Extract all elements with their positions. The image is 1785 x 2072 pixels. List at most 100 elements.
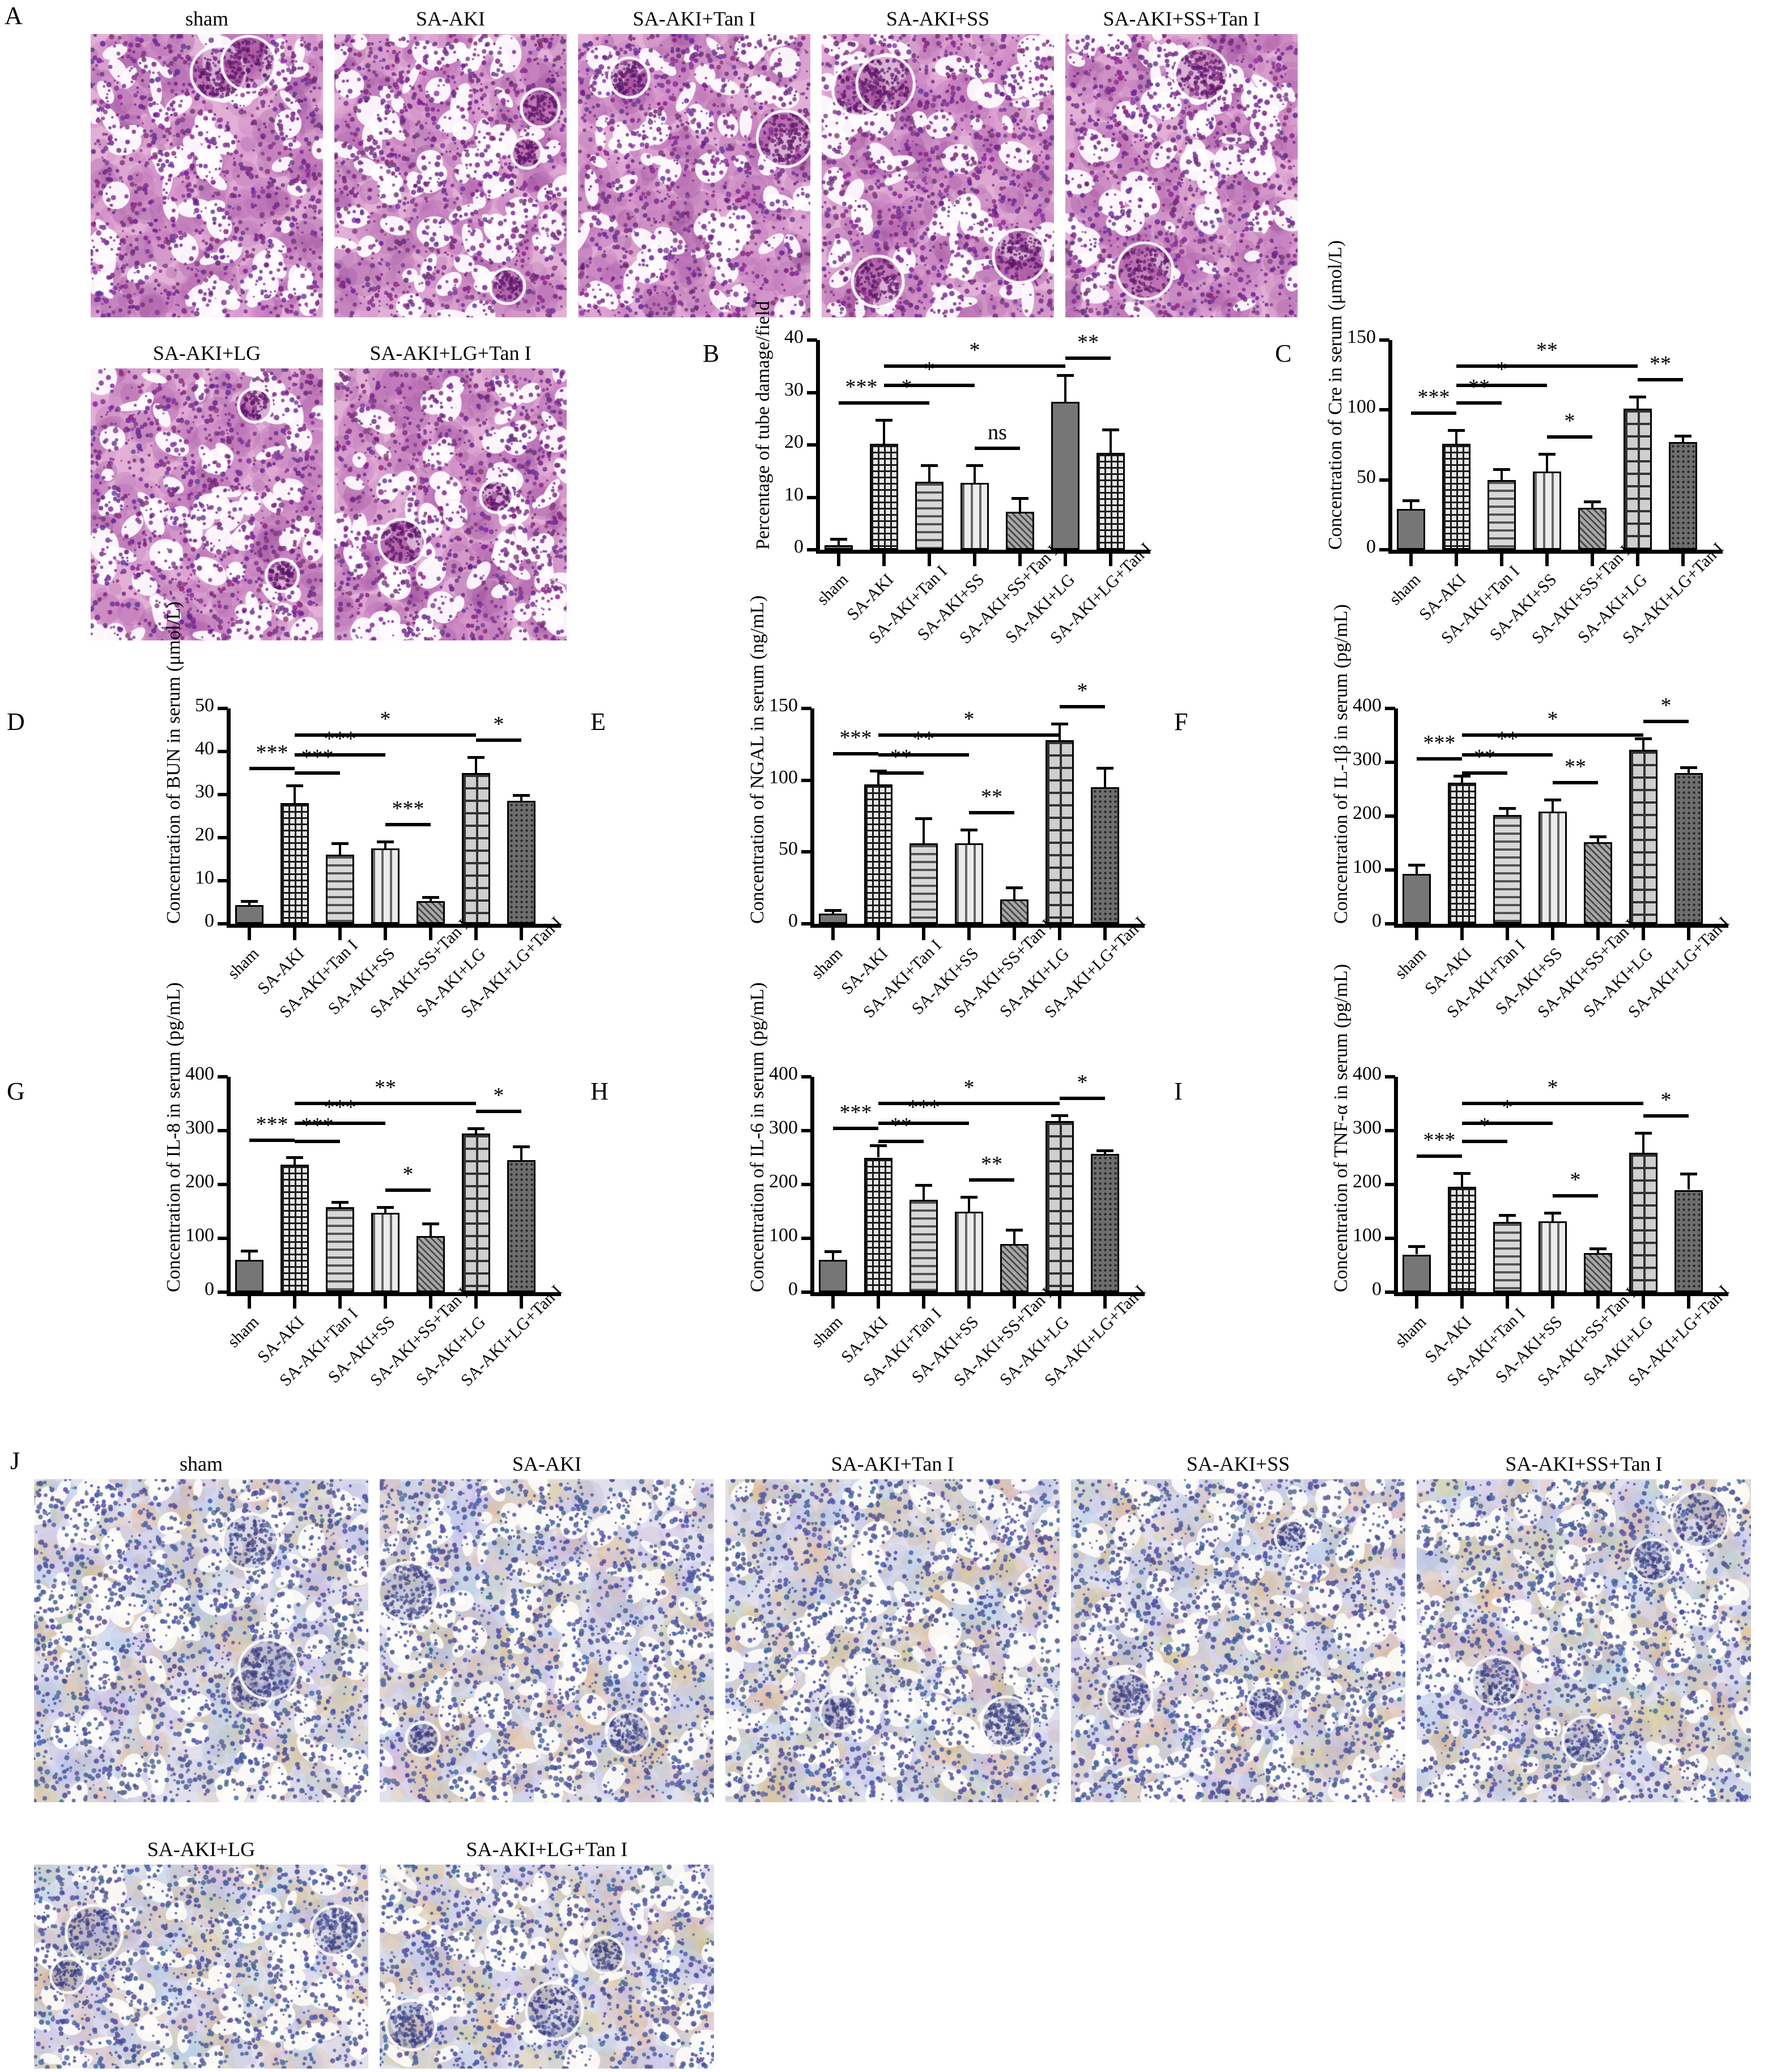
y-axis-title: Concentration of Cre in serum (μmol/L) [1325,240,1346,550]
bar-sham [824,545,853,550]
significance-label: *** [1417,385,1450,410]
panel-letter-h: H [590,1077,609,1105]
y-tick-label: 100 [1347,396,1376,418]
significance-label: *** [1423,1128,1456,1152]
error-bar [1059,724,1061,740]
significance-bracket [1553,780,1598,784]
significance-bracket [1462,753,1553,757]
error-bar-cap [241,900,258,903]
significance-label: * [402,1162,414,1186]
error-bar [1546,455,1548,472]
error-bar-cap [1635,1131,1652,1135]
y-tick-label: 100 [185,1225,214,1246]
significance-bracket [878,1121,969,1125]
significance-bracket [1456,364,1638,368]
error-bar [1637,397,1639,409]
y-tick [218,793,228,796]
bar-sa-aki-lg [462,773,490,924]
x-tick [1018,554,1022,566]
error-bar [883,420,885,444]
error-bar [1064,375,1066,402]
significance-label: ** [1497,727,1518,751]
y-tick-label: 50 [779,838,798,860]
bar-sa-aki-tan-i [1488,479,1516,550]
x-tick [882,554,886,566]
x-axis-line [810,924,1145,928]
x-tick [1058,928,1061,940]
significance-bracket [1411,411,1456,415]
significance-label: ** [1468,375,1490,400]
y-tick [807,443,817,447]
panel-letter-f: F [1174,708,1188,736]
error-bar-cap [870,1144,887,1147]
y-tick [1385,868,1395,872]
error-bar-cap [286,1156,303,1160]
y-tick-label: 0 [788,1279,798,1300]
y-tick-label: 200 [769,1171,798,1192]
significance-label: ** [1536,338,1558,363]
error-bar-cap [1102,428,1119,432]
error-bar-cap [1051,1114,1068,1118]
y-tick-label: 10 [195,867,214,888]
x-tick [1109,554,1112,566]
x-tick [338,1296,342,1309]
error-bar-cap [1448,429,1465,432]
x-axis-line [810,1292,1145,1296]
y-tick-label: 300 [185,1117,214,1138]
micrograph-label: SA-AKI+LG+Tan I [369,342,532,364]
bar-sa-aki-tan-i [1493,1221,1522,1292]
error-bar-cap [960,829,978,832]
error-bar [1455,431,1457,444]
error-bar-cap [1057,373,1074,377]
significance-label: ** [981,1152,1002,1176]
x-tick [1409,554,1413,566]
x-tick [1013,928,1016,940]
error-bar [1688,768,1690,773]
bar-sa-aki-ss-tan-i [1000,899,1028,924]
x-tick [1636,554,1639,566]
error-bar-cap [1454,1172,1470,1175]
error-bar-cap [1590,1247,1606,1250]
y-tick [1379,338,1389,342]
x-tick [831,1296,835,1309]
significance-bracket [295,753,385,757]
bar-sa-aki-ss [955,1212,983,1292]
panel-letter-a: A [5,2,23,29]
y-tick [1379,548,1389,551]
error-bar-cap [468,756,484,759]
error-bar-cap [1538,453,1556,456]
significance-label: * [1660,1088,1672,1112]
bar-sa-aki-lg [1046,740,1074,924]
significance-label: *** [324,727,356,751]
error-bar-cap [1006,886,1023,889]
error-bar [1506,808,1508,816]
significance-bracket [1065,356,1111,360]
error-bar [1013,1230,1015,1244]
error-bar-cap [1012,497,1028,500]
micrograph-label: SA-AKI+Tan I [831,1453,954,1475]
error-bar [1682,436,1684,443]
y-tick [218,707,228,710]
significance-label: ** [1474,745,1495,769]
y-tick [218,1075,228,1079]
x-tick [928,554,931,566]
x-tick [429,928,432,940]
error-bar [430,897,432,902]
significance-label: * [963,1076,975,1100]
error-bar-cap [332,842,348,846]
significance-bracket [476,738,521,742]
y-tick-label: 20 [195,824,214,845]
y-tick [1385,1183,1395,1186]
significance-bracket [884,401,929,405]
error-bar [384,842,386,848]
y-tick [1385,707,1395,710]
significance-label: ** [1077,330,1099,354]
y-tick [218,1237,228,1240]
significance-bracket [1462,1139,1507,1143]
significance-bracket [1462,733,1643,737]
significance-bracket [1553,1194,1598,1198]
error-bar-cap [966,464,983,467]
y-tick-label: 200 [1353,1171,1382,1192]
bar-sa-aki-lg-tan-i [1669,442,1697,550]
y-tick [801,707,811,710]
